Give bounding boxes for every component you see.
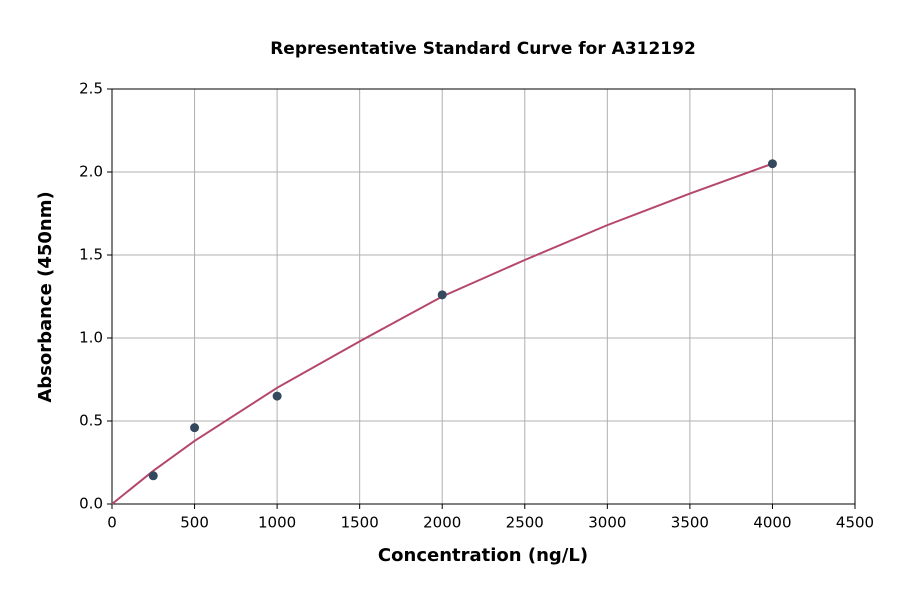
plot-frame xyxy=(111,88,856,505)
y-tick-label: 0.0 xyxy=(79,495,103,513)
x-tick-label: 1500 xyxy=(341,514,379,532)
y-tick-label: 1.0 xyxy=(79,329,103,347)
x-tick-label: 1000 xyxy=(258,514,296,532)
y-axis-label: Absorbance (450nm) xyxy=(35,191,56,402)
y-tick-label: 2.0 xyxy=(79,163,103,181)
fit-curve xyxy=(111,162,773,505)
y-tick-label: 1.5 xyxy=(79,246,103,264)
data-point xyxy=(767,159,777,169)
y-tick-label: 2.5 xyxy=(79,80,103,98)
x-tick-label: 2000 xyxy=(423,514,461,532)
x-tick-label: 3000 xyxy=(588,514,626,532)
chart-title: Representative Standard Curve for A31219… xyxy=(270,39,696,59)
x-tick-label: 4500 xyxy=(836,514,874,532)
data-point xyxy=(190,423,200,433)
data-point xyxy=(148,471,158,481)
data-point xyxy=(437,290,447,300)
x-tick-label: 0 xyxy=(107,514,117,532)
x-tick-label: 3500 xyxy=(671,514,709,532)
x-tick-label: 4000 xyxy=(753,514,791,532)
x-tick-label: 2500 xyxy=(506,514,544,532)
x-axis-label: Concentration (ng/L) xyxy=(378,545,588,566)
x-tick-label: 500 xyxy=(180,514,209,532)
data-point xyxy=(272,391,282,401)
y-tick-label: 0.5 xyxy=(79,412,103,430)
